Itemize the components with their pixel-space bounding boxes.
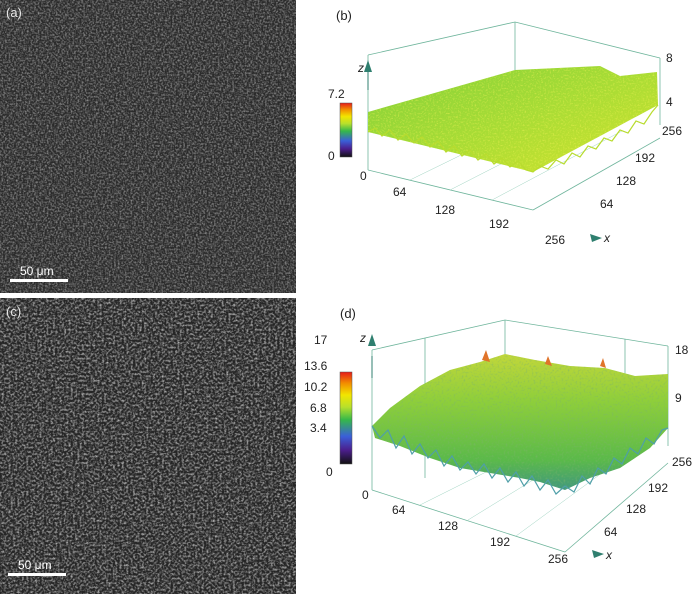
x-label-b: x bbox=[603, 231, 611, 245]
surface-b-front-edge bbox=[367, 104, 659, 173]
x-tick-b-0: 0 bbox=[360, 169, 367, 183]
x-tick-d-192: 192 bbox=[490, 535, 510, 549]
surface-b bbox=[368, 66, 658, 172]
y-tick-d-256: 256 bbox=[672, 455, 692, 469]
colorbar-b-tick-min: 0 bbox=[328, 149, 335, 163]
micrograph-a-texture bbox=[0, 0, 296, 293]
micrograph-c-texture bbox=[0, 298, 296, 594]
surface-plot-b: (b) 7.2 0 z 8 4 bbox=[300, 0, 700, 294]
x-arrow-d bbox=[592, 550, 604, 558]
micrograph-a: (a) 50 μm bbox=[0, 0, 296, 293]
colorbar-d-tick-0: 0 bbox=[326, 465, 333, 479]
z-label-d: z bbox=[359, 331, 366, 345]
surface-d bbox=[372, 354, 668, 490]
x-tick-b-64: 64 bbox=[393, 185, 407, 199]
panel-label-a: (a) bbox=[6, 5, 22, 20]
colorbar-d-tick-3-4: 3.4 bbox=[310, 421, 327, 435]
z-label-b: z bbox=[357, 61, 364, 75]
surface-d-peaks bbox=[482, 350, 606, 368]
x-tick-b-256: 256 bbox=[545, 233, 565, 247]
surface-d-front-edge bbox=[371, 425, 669, 495]
colorbar-d-tick-17: 17 bbox=[314, 333, 328, 347]
y-tick-d-192: 192 bbox=[648, 481, 668, 495]
x-label-d: x bbox=[605, 548, 613, 562]
surface-plot-d-svg: (d) 17 1 bbox=[304, 306, 692, 566]
colorbar-d bbox=[339, 371, 353, 465]
x-tick-d-64: 64 bbox=[392, 503, 406, 517]
z-tick-d-9: 9 bbox=[675, 391, 682, 405]
y-tick-b-64: 64 bbox=[600, 197, 614, 211]
scale-bar-label: 50 μm bbox=[20, 264, 54, 278]
z-arrow-b bbox=[364, 60, 372, 72]
colorbar-d-tick-10-2: 10.2 bbox=[304, 380, 328, 394]
x-tick-d-256: 256 bbox=[548, 552, 568, 566]
scale-bar-c: 50 μm bbox=[8, 556, 78, 576]
surface-plot-b-svg: (b) 7.2 0 z 8 4 bbox=[328, 8, 682, 247]
x-tick-b-192: 192 bbox=[489, 217, 509, 231]
y-tick-d-64: 64 bbox=[604, 525, 618, 539]
colorbar-d-tick-13-6: 13.6 bbox=[304, 359, 328, 373]
colorbar-b bbox=[339, 102, 353, 158]
colorbar-d-tick-6-8: 6.8 bbox=[310, 401, 327, 415]
scale-bar-a: 50 μm bbox=[10, 262, 80, 282]
z-tick-d-18: 18 bbox=[675, 343, 689, 357]
z-arrow-d bbox=[368, 334, 376, 346]
x-arrow-b bbox=[590, 234, 602, 242]
panel-label-b: (b) bbox=[336, 8, 352, 23]
scale-bar-line bbox=[10, 279, 68, 282]
colorbar-b-tick-max: 7.2 bbox=[328, 87, 345, 101]
panel-label-d: (d) bbox=[340, 306, 356, 321]
y-tick-b-128: 128 bbox=[616, 174, 636, 188]
x-tick-b-128: 128 bbox=[435, 203, 455, 217]
panel-label-c: (c) bbox=[6, 304, 22, 319]
y-tick-b-192: 192 bbox=[635, 151, 655, 165]
scale-bar-line bbox=[8, 573, 66, 576]
x-tick-d-0: 0 bbox=[362, 488, 369, 502]
z-tick-b-4: 4 bbox=[666, 95, 673, 109]
surface-plot-d: (d) 17 1 bbox=[300, 298, 700, 594]
x-tick-d-128: 128 bbox=[438, 519, 458, 533]
y-tick-d-128: 128 bbox=[626, 502, 646, 516]
micrograph-c: (c) 50 μm bbox=[0, 298, 296, 594]
z-tick-b-8: 8 bbox=[666, 51, 673, 65]
y-tick-b-256: 256 bbox=[662, 124, 682, 138]
scale-bar-label: 50 μm bbox=[18, 558, 52, 572]
